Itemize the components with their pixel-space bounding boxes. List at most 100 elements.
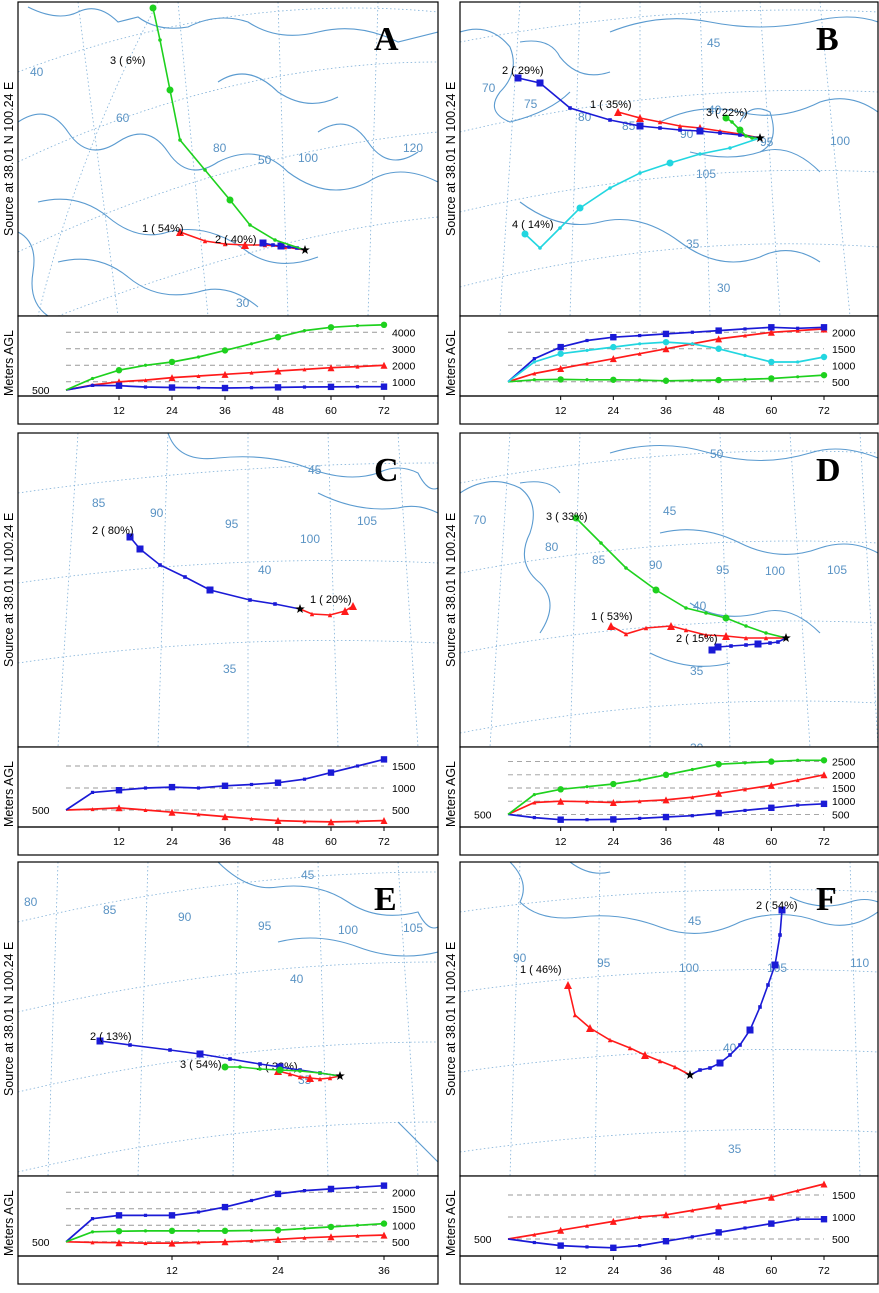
profile-marker xyxy=(609,355,617,363)
trajectory-marker xyxy=(728,1053,732,1057)
trajectory-marker xyxy=(297,1074,303,1080)
trajectory-marker xyxy=(576,204,584,212)
profile-marker xyxy=(743,761,747,765)
y-tick-label: 1500 xyxy=(392,761,416,773)
graticule-line xyxy=(177,2,209,316)
coastline xyxy=(509,862,878,934)
profile-marker xyxy=(715,809,722,817)
trajectory-marker xyxy=(287,245,291,249)
x-axis-strip xyxy=(17,395,439,425)
profile-marker xyxy=(90,376,95,381)
x-tick-label: 24 xyxy=(166,405,178,417)
profile-marker xyxy=(355,1223,360,1227)
source-coords-label: Source at 38.01 N 100.24 E xyxy=(2,82,16,236)
graticule-label: 100 xyxy=(300,532,320,546)
y-base-label: 500 xyxy=(32,385,50,397)
y-tick-label: 1000 xyxy=(832,796,856,808)
trajectory-marker xyxy=(309,611,315,617)
trajectory-marker xyxy=(722,632,730,640)
profile-marker xyxy=(274,1190,282,1198)
graticule-line xyxy=(460,1049,878,1073)
profile-marker xyxy=(532,371,537,376)
graticule-label: 100 xyxy=(830,134,850,148)
profile-marker xyxy=(637,351,642,356)
trajectory-marker xyxy=(744,643,748,647)
y-tick-label: 1500 xyxy=(832,783,856,795)
trajectory-marker xyxy=(776,640,780,644)
y-tick-label: 500 xyxy=(832,377,850,389)
profile-marker xyxy=(820,771,828,779)
trajectory-marker xyxy=(643,625,649,631)
graticule-label: 90 xyxy=(178,910,192,924)
trajectory-marker xyxy=(652,586,660,594)
source-coords: at 38.01 N 100.24 E xyxy=(444,513,458,624)
source-star xyxy=(685,1070,695,1079)
graticule-line xyxy=(18,640,438,664)
graticule-label: 30 xyxy=(236,296,250,310)
coastline xyxy=(217,73,339,104)
trajectory-marker xyxy=(722,614,730,622)
graticule-line xyxy=(499,2,521,316)
profile-marker xyxy=(221,347,229,354)
profile-marker xyxy=(796,1217,800,1221)
graticule-line xyxy=(460,9,878,43)
profile-marker xyxy=(532,793,536,797)
trajectory-marker xyxy=(667,622,675,630)
profile-marker xyxy=(743,787,747,792)
y-base-label: 500 xyxy=(474,809,492,821)
trajectory-marker xyxy=(136,545,144,553)
trajectory-marker xyxy=(317,1076,323,1082)
graticule-line xyxy=(57,216,438,316)
coastline xyxy=(460,481,551,634)
profile-marker xyxy=(610,816,617,823)
profile-marker xyxy=(532,1240,536,1245)
trajectory-marker xyxy=(708,1066,712,1070)
profile-marker xyxy=(115,1239,123,1247)
graticule-line xyxy=(277,2,289,316)
source-coords: at 38.01 N 100.24 E xyxy=(2,942,16,1053)
map-background xyxy=(460,2,878,316)
profile-marker xyxy=(767,328,775,336)
trajectory-marker xyxy=(228,1057,232,1061)
graticule-line xyxy=(18,961,438,1013)
trajectory-marker xyxy=(623,631,629,637)
graticule-label: 35 xyxy=(686,237,700,251)
trajectory-marker xyxy=(349,602,357,610)
profile-marker xyxy=(768,804,775,811)
source-star xyxy=(295,604,305,613)
trajectory-marker xyxy=(273,238,277,242)
graticule-line xyxy=(759,2,781,316)
profile-marker xyxy=(743,353,747,357)
trajectory-marker xyxy=(521,230,529,238)
trajectory-marker xyxy=(341,607,349,615)
profile-marker xyxy=(90,1240,95,1245)
y-tick-label: 1500 xyxy=(832,1190,856,1202)
profile-marker xyxy=(585,1223,589,1228)
profile-marker xyxy=(715,376,722,384)
profile-marker xyxy=(143,385,148,389)
profile-marker xyxy=(532,357,536,361)
graticule-label: 45 xyxy=(663,504,677,518)
trajectory-marker xyxy=(738,1043,742,1047)
trajectory-marker xyxy=(149,4,157,12)
trajectory-marker xyxy=(743,635,749,641)
coastline xyxy=(317,492,438,514)
graticule-label: 105 xyxy=(357,514,377,528)
graticule-label: 90 xyxy=(649,558,663,572)
trajectory-marker xyxy=(672,1064,678,1070)
profile-marker xyxy=(327,1233,335,1241)
graticule-label: 95 xyxy=(716,563,730,577)
profile-marker xyxy=(532,360,536,364)
panel-F: 45909510010511040351 ( 46%)2 ( 54%)FSour… xyxy=(444,861,879,1285)
map-background xyxy=(460,862,878,1176)
profile-marker xyxy=(767,781,775,789)
source-word: Source xyxy=(444,624,458,667)
graticule-label: 105 xyxy=(403,921,423,935)
trajectory-marker xyxy=(641,1051,649,1059)
profile-marker xyxy=(90,790,95,794)
profile-marker xyxy=(327,818,335,826)
map-content: 45707580859040951001053530251 ( 35%)2 ( … xyxy=(460,2,878,316)
trajectory-marker xyxy=(703,632,709,638)
trajectory-marker xyxy=(728,146,732,150)
y-base-label: 500 xyxy=(474,1234,492,1246)
